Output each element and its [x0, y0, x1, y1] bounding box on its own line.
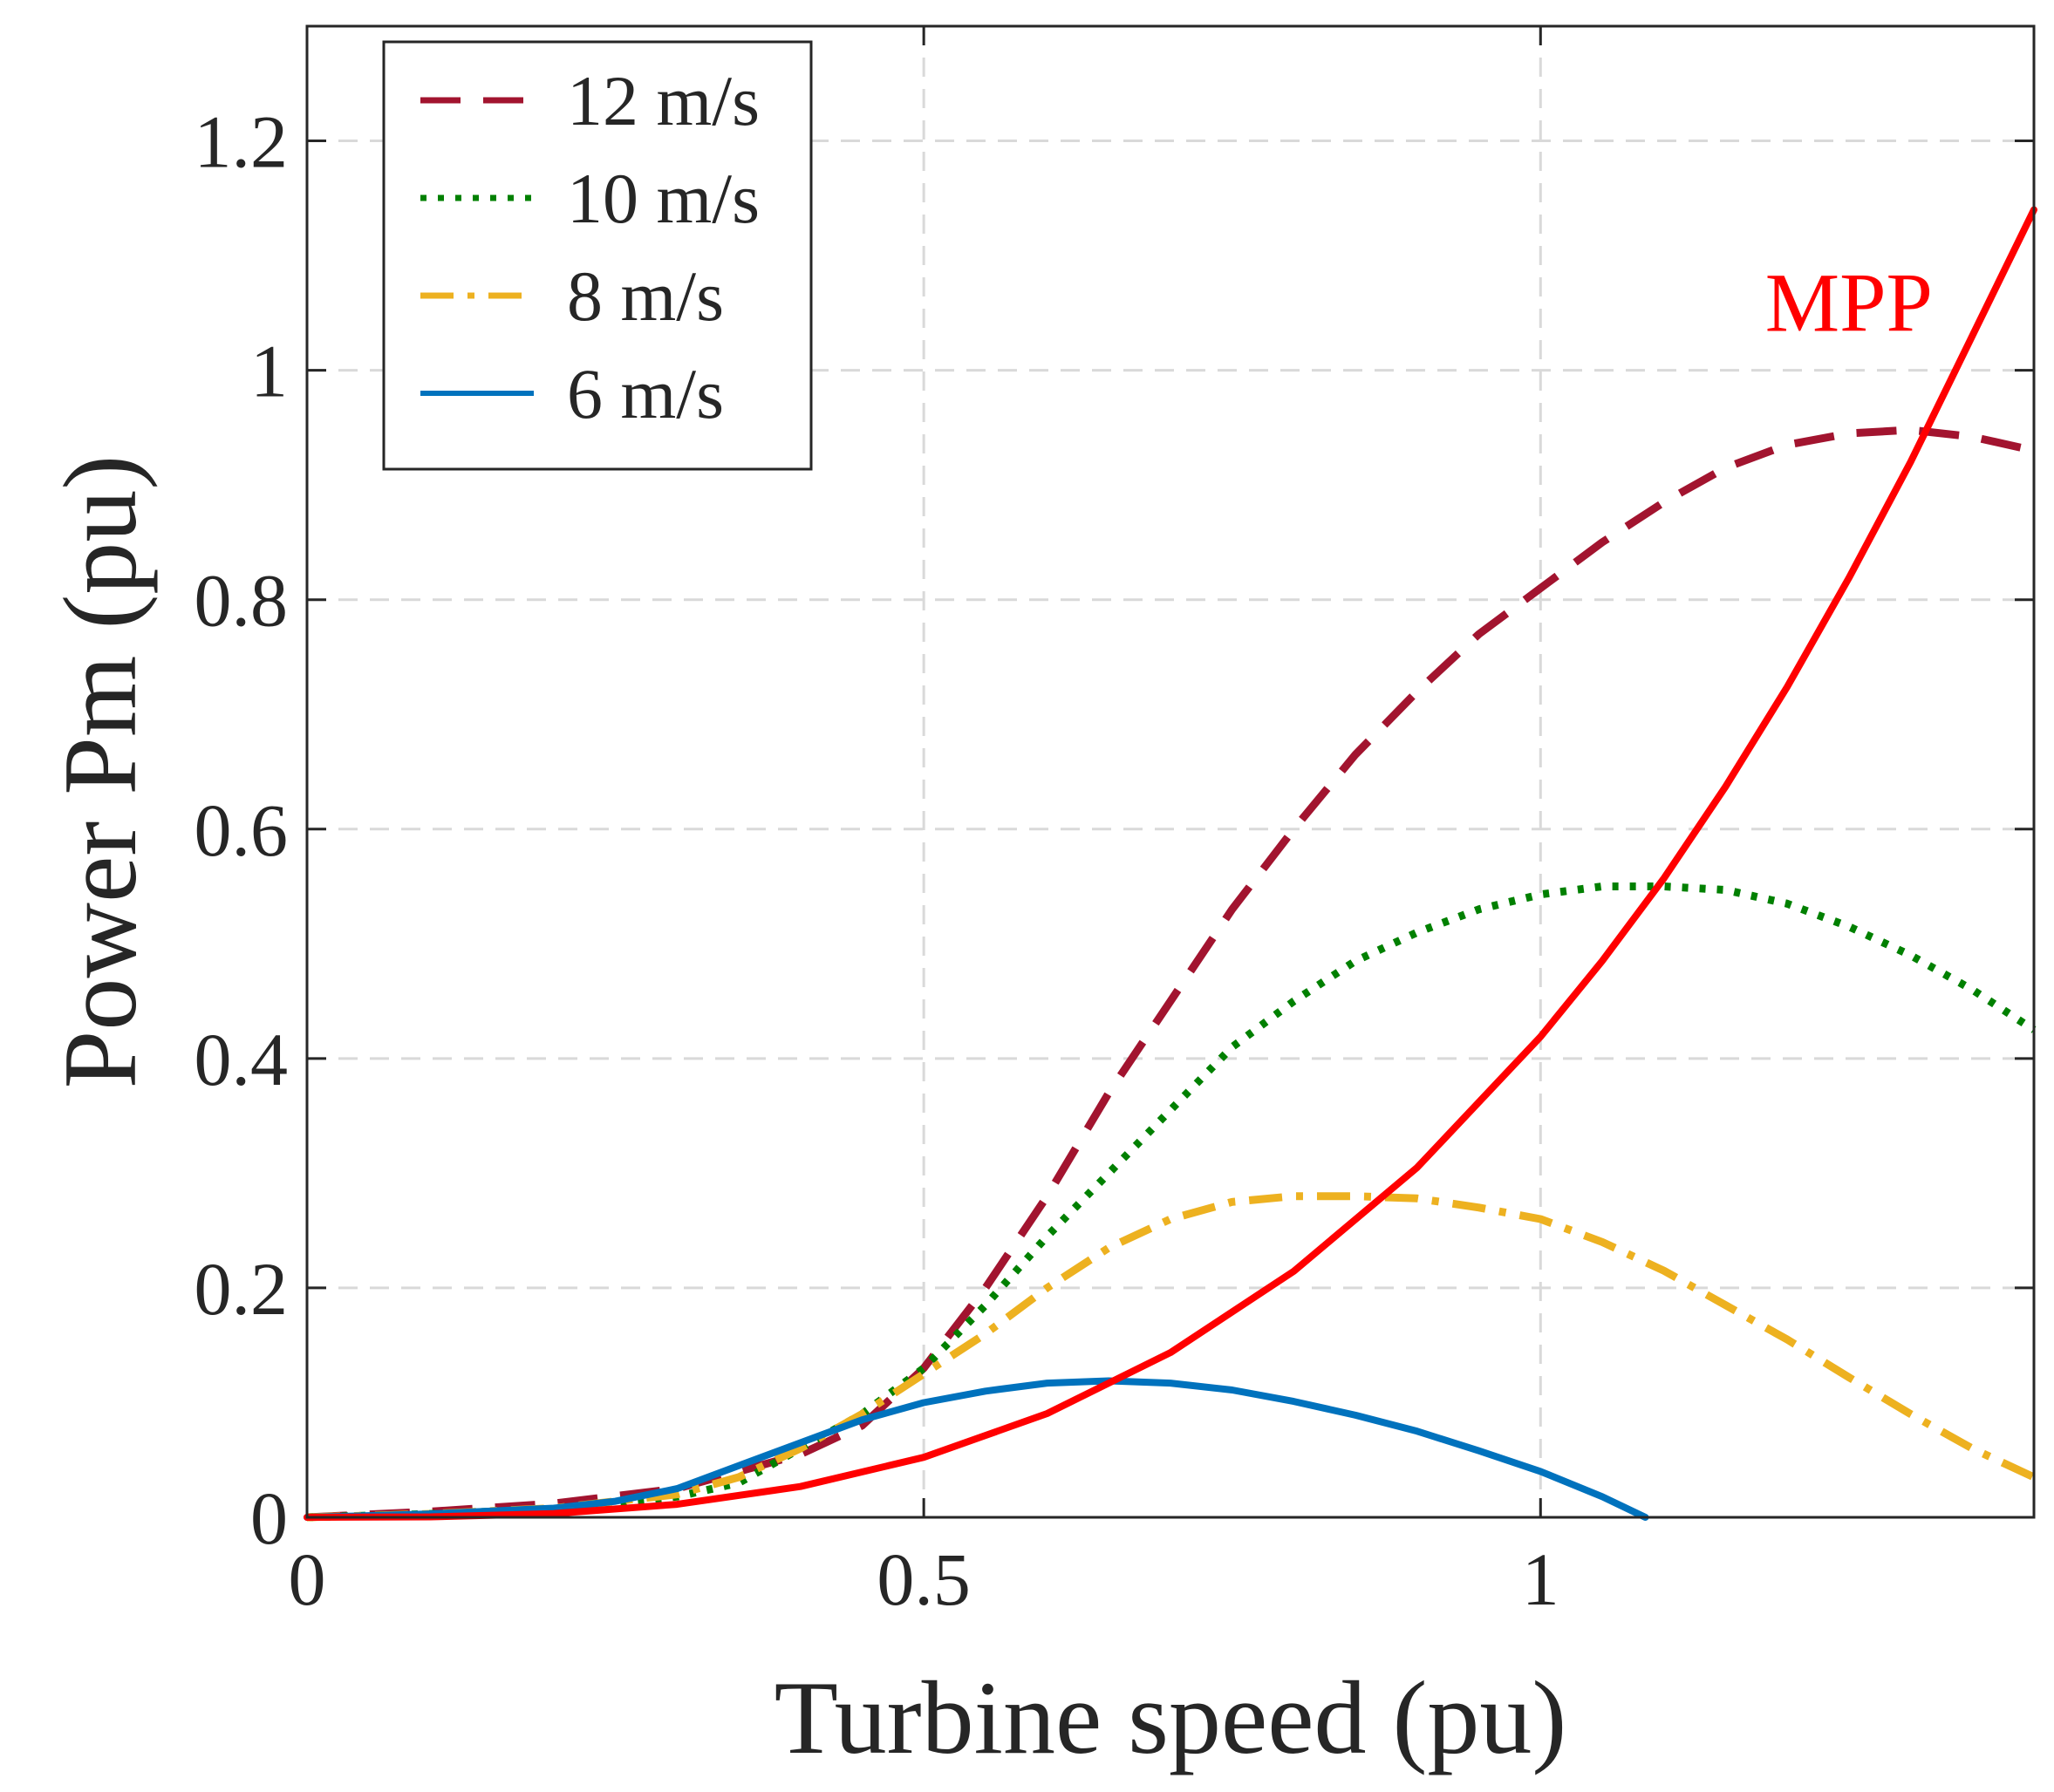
- legend: 12 m/s 10 m/s 8 m/s 6 m/s: [382, 40, 813, 471]
- axis-ticks: [305, 26, 2034, 1519]
- y-tick-label: 0.2: [194, 1247, 289, 1331]
- legend-label: 12 m/s: [567, 61, 760, 140]
- series-layer: [304, 206, 2037, 1522]
- y-tick-label: 0.6: [194, 788, 289, 872]
- y-tick-label: 0: [250, 1476, 288, 1560]
- y-tick-label: 1.2: [194, 100, 289, 184]
- x-tick-label: 0: [289, 1537, 326, 1621]
- x-axis-label: Turbine speed (pu): [775, 1659, 1567, 1775]
- x-tick-label: 1: [1522, 1537, 1559, 1621]
- tick-labels: 0 0.5 1 0 0.2 0.4 0.6 0.8 1 1.2: [194, 100, 1559, 1621]
- series-line-mpp: [304, 206, 2037, 1521]
- y-tick-label: 0.4: [194, 1018, 289, 1101]
- mpp-annotation: MPP: [1765, 256, 1933, 350]
- legend-label: 6 m/s: [567, 354, 724, 433]
- legend-label: 8 m/s: [567, 256, 724, 336]
- y-tick-label: 1: [250, 330, 288, 413]
- series-line-8-m-s: [306, 1192, 2036, 1522]
- y-axis-label: Power Pm (pu): [42, 455, 158, 1089]
- plot-frame: [305, 24, 2036, 1519]
- series-line-10-m-s: [306, 882, 2037, 1522]
- legend-box: [382, 40, 813, 471]
- y-tick-label: 0.8: [194, 559, 289, 643]
- x-tick-label: 0.5: [877, 1537, 971, 1621]
- legend-label: 10 m/s: [567, 159, 760, 238]
- series-line-6-m-s: [304, 1377, 1649, 1521]
